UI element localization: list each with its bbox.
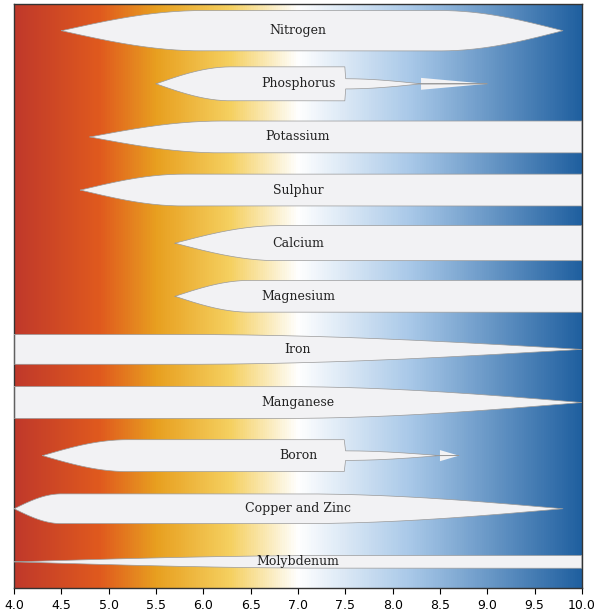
Text: Copper and Zinc: Copper and Zinc <box>245 502 351 515</box>
Polygon shape <box>14 556 582 568</box>
Polygon shape <box>90 121 582 153</box>
Polygon shape <box>175 280 582 312</box>
Text: Calcium: Calcium <box>272 237 324 249</box>
Text: Manganese: Manganese <box>262 396 335 409</box>
Polygon shape <box>156 67 421 101</box>
Text: Magnesium: Magnesium <box>261 290 335 303</box>
Text: Boron: Boron <box>279 449 317 462</box>
Text: Sulphur: Sulphur <box>272 184 323 197</box>
Text: Potassium: Potassium <box>266 131 330 144</box>
Polygon shape <box>61 10 563 51</box>
Polygon shape <box>421 78 487 90</box>
Text: Molybdenum: Molybdenum <box>257 556 340 569</box>
Polygon shape <box>14 494 563 524</box>
Text: Iron: Iron <box>285 343 311 356</box>
Polygon shape <box>43 440 440 472</box>
Polygon shape <box>14 334 582 364</box>
Polygon shape <box>175 225 582 261</box>
Text: Phosphorus: Phosphorus <box>261 78 335 91</box>
Polygon shape <box>440 450 459 461</box>
Polygon shape <box>14 387 582 418</box>
Polygon shape <box>80 174 582 206</box>
Text: Nitrogen: Nitrogen <box>269 24 326 37</box>
